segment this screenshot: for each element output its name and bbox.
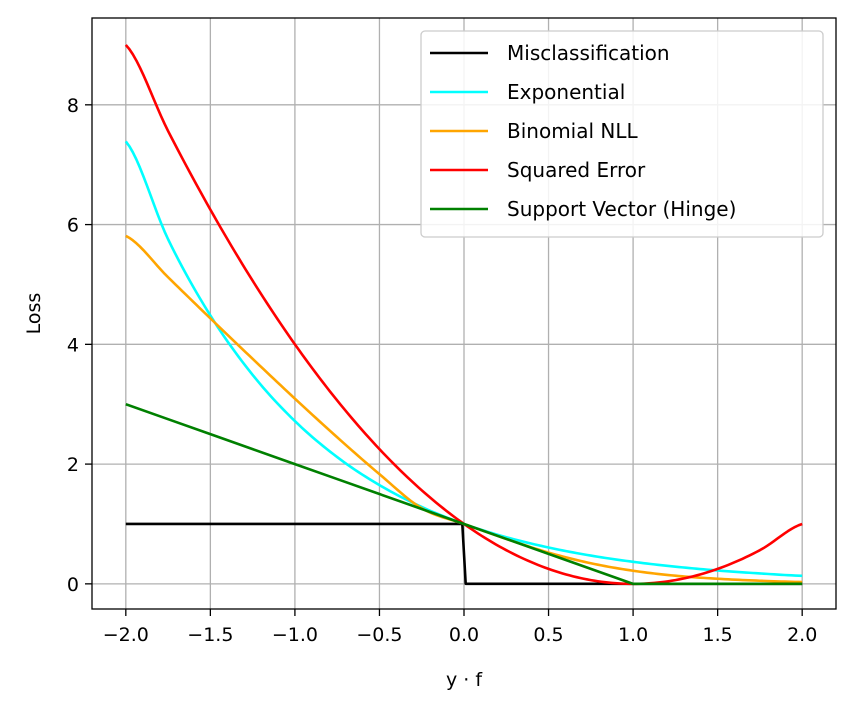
x-tick-label: 0.5 bbox=[533, 624, 563, 646]
legend-label-1: Exponential bbox=[507, 80, 625, 104]
series-line-4 bbox=[125, 402, 803, 586]
axis-ticks: −2.0 −1.5 −1.0 −0.5 0.0 0.5 1.0 1.5 2.0 0 2 4 6 8 bbox=[67, 95, 817, 646]
x-tick-label: −0.5 bbox=[356, 624, 402, 646]
legend-label-4: Support Vector (Hinge) bbox=[507, 197, 736, 221]
x-tick-label: −1.5 bbox=[187, 624, 233, 646]
y-tick-label: 2 bbox=[67, 454, 79, 476]
y-axis-label: Loss bbox=[23, 293, 45, 335]
x-tick-label: −2.0 bbox=[103, 624, 149, 646]
legend-label-3: Squared Error bbox=[507, 158, 646, 182]
series-lines bbox=[124, 44, 803, 586]
y-tick-label: 8 bbox=[67, 95, 79, 117]
x-tick-label: 1.5 bbox=[703, 624, 733, 646]
legend: Misclassification Exponential Binomial NLL… bbox=[420, 30, 824, 238]
legend-label-0: Misclassification bbox=[507, 41, 670, 65]
x-tick-label: 2.0 bbox=[787, 624, 817, 646]
x-axis-label: y · f bbox=[446, 669, 483, 691]
y-tick-label: 6 bbox=[67, 215, 79, 237]
legend-label-2: Binomial NLL bbox=[507, 119, 639, 143]
x-tick-label: −1.0 bbox=[272, 624, 318, 646]
legend-box bbox=[420, 30, 824, 238]
y-tick-label: 0 bbox=[67, 574, 79, 596]
x-tick-label: 1.0 bbox=[618, 624, 648, 646]
x-tick-label: 0.0 bbox=[449, 624, 479, 646]
y-tick-label: 4 bbox=[67, 334, 79, 356]
